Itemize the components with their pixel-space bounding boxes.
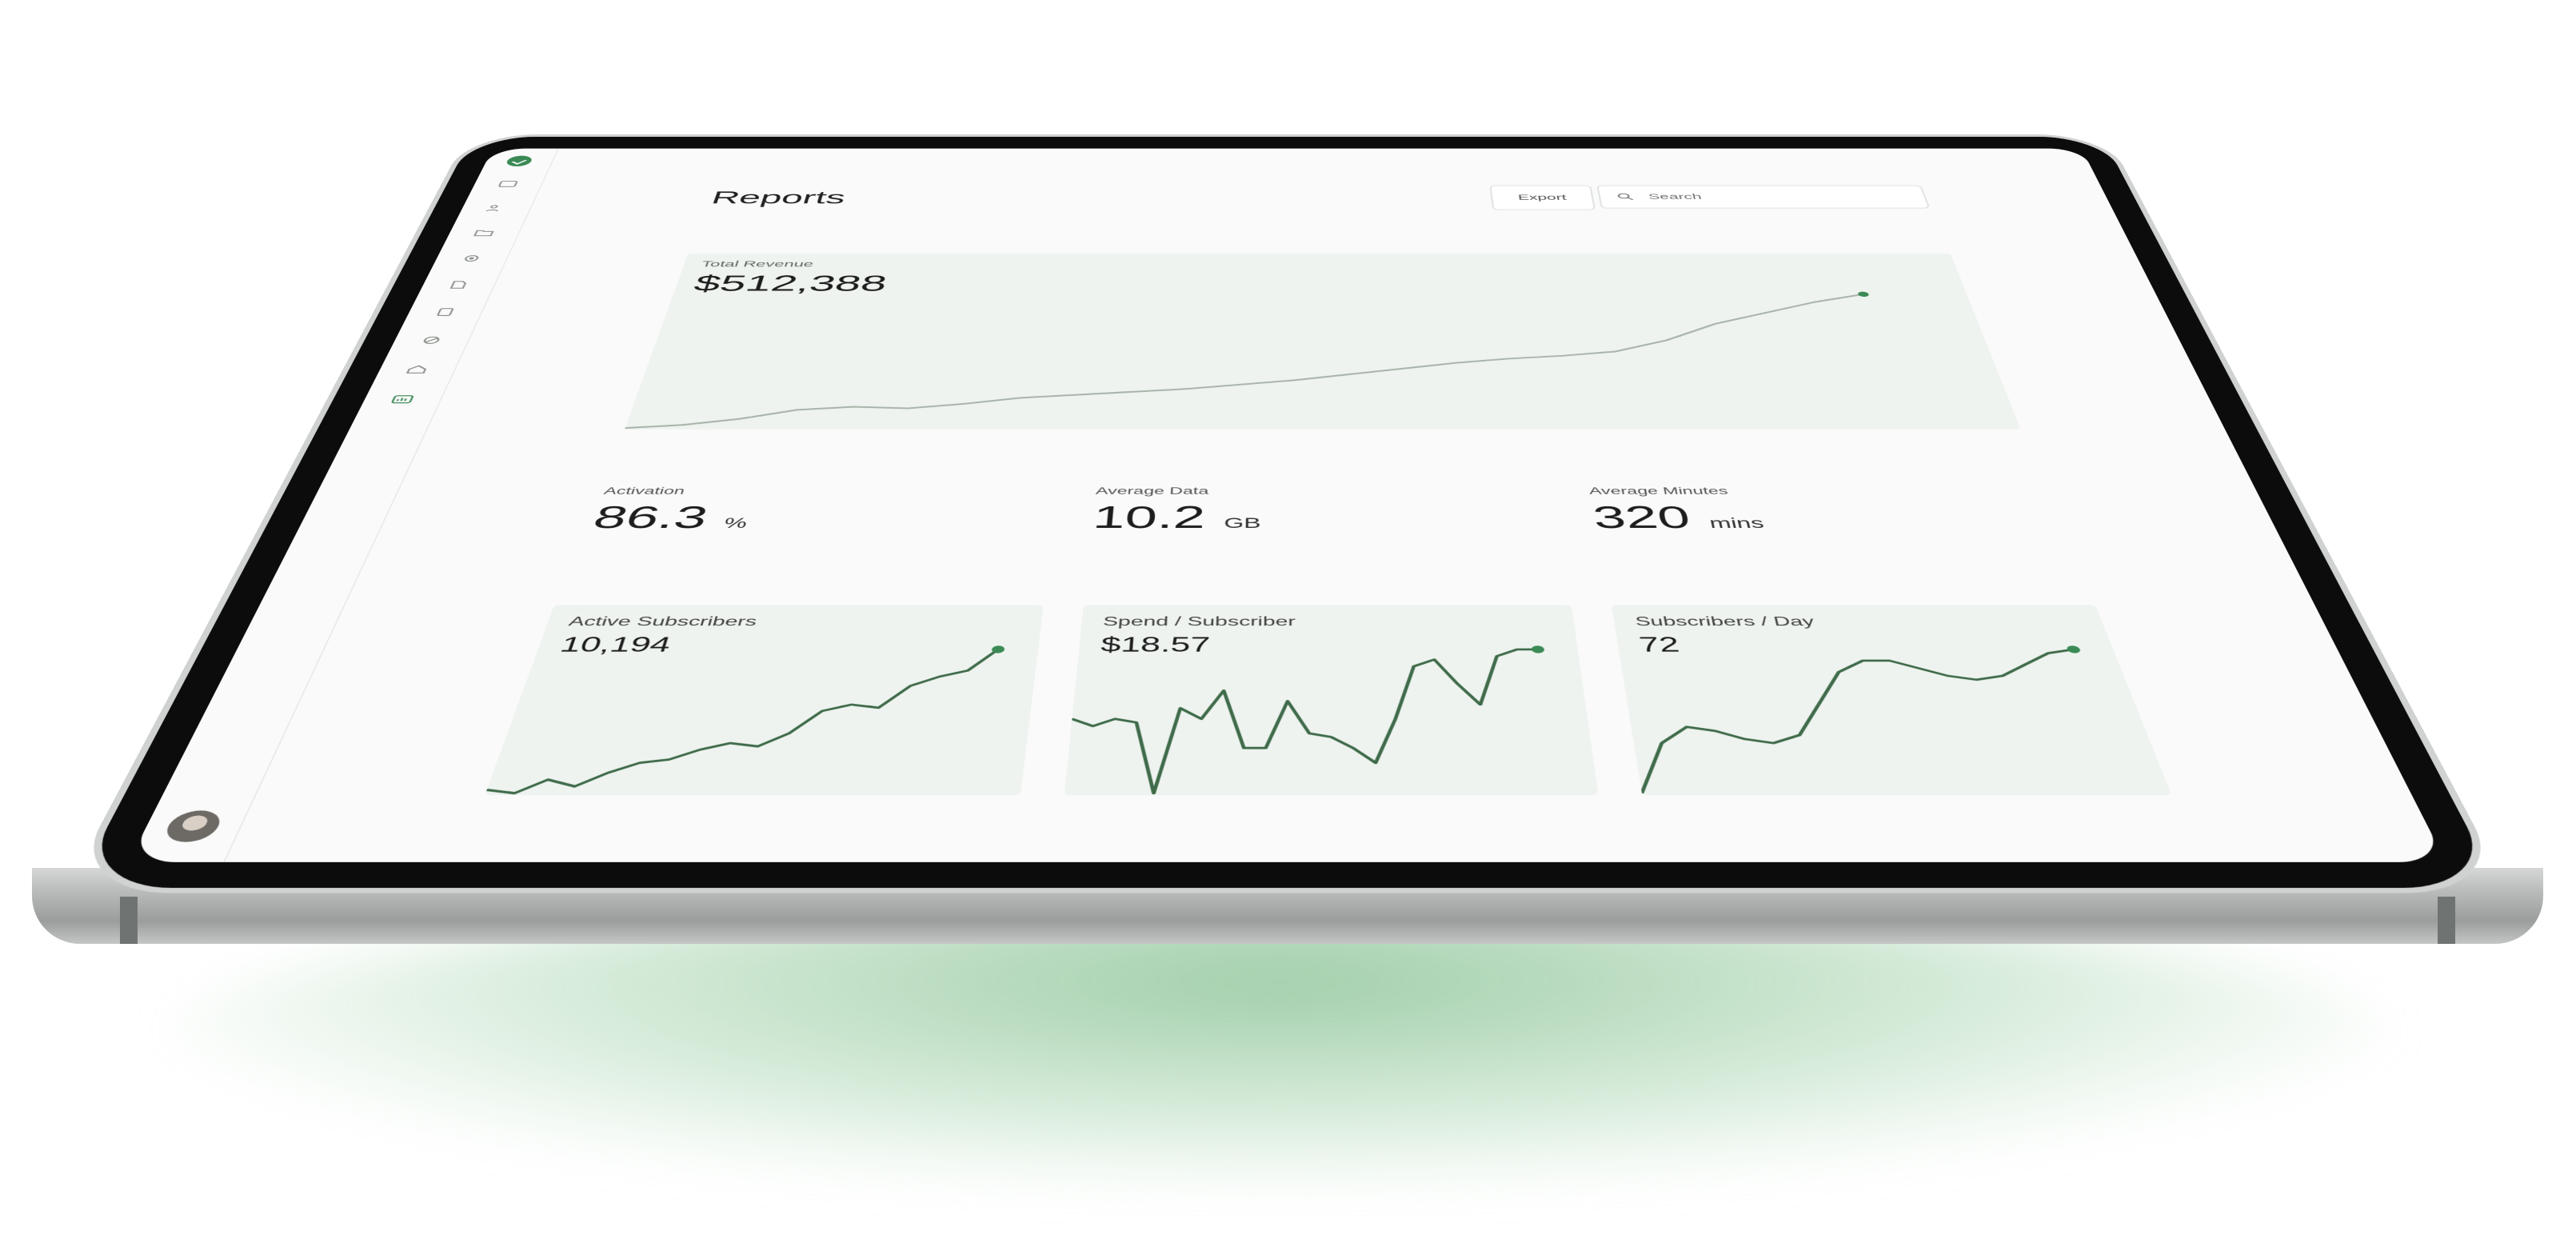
series-line (1064, 649, 1556, 793)
metric-label: Average Minutes (1588, 485, 1729, 497)
total-revenue-card[interactable]: Total Revenue $512,388 (624, 253, 2021, 430)
card-label: Subscribers / Day (1634, 614, 1816, 629)
series-line (1619, 649, 2129, 793)
user-avatar[interactable] (160, 810, 226, 842)
series-line (625, 294, 1909, 428)
antenna-band (2438, 897, 2455, 944)
tablet-screen: Reports Export Total Revenue $512,388 Ac… (128, 148, 2446, 862)
metric-label: Activation (602, 485, 687, 497)
total-revenue-value: $512,388 (690, 270, 890, 296)
metric-unit: % (721, 515, 749, 532)
metric-label: Average Data (1095, 485, 1209, 497)
search-input[interactable] (1646, 192, 1898, 202)
card-value: $18.57 (1100, 633, 1211, 657)
subscribers-per-day-chart (1611, 645, 2171, 795)
check-logo-icon[interactable] (504, 155, 534, 167)
metric-value: 320 (1590, 499, 1694, 535)
metric-value: 86.3 (588, 499, 713, 535)
page-title: Reports (709, 187, 849, 208)
home-icon[interactable] (404, 365, 431, 374)
card-value: 72 (1637, 633, 1682, 657)
last-point-marker (1857, 291, 1870, 298)
device-shadow-glow (160, 896, 2399, 1184)
metric-average-data: Average Data 10.2 GB (1091, 486, 1261, 536)
inbox-icon[interactable] (496, 180, 520, 187)
active-subscribers-card[interactable]: Active Subscribers 10,194 (485, 605, 1044, 796)
tablet-device: Reports Export Total Revenue $512,388 Ac… (75, 136, 2499, 889)
total-revenue-label: Total Revenue (700, 259, 815, 269)
settings-icon[interactable] (459, 254, 484, 262)
metric-unit: mins (1707, 515, 1766, 532)
metric-activation: Activation 86.3% (589, 486, 758, 536)
sidebar (128, 148, 559, 862)
document-icon[interactable] (446, 281, 472, 290)
last-point-marker (2065, 645, 2082, 653)
card-label: Spend / Subscriber (1102, 614, 1296, 629)
metric-unit: GB (1224, 515, 1261, 532)
chart-icon[interactable] (389, 394, 416, 404)
antenna-band (120, 897, 138, 944)
subscribers-per-day-card[interactable]: Subscribers / Day 72 (1611, 605, 2172, 796)
search-box[interactable] (1596, 185, 1931, 209)
series-line (485, 649, 998, 793)
globe-icon[interactable] (418, 336, 445, 345)
card-value: 10,194 (557, 633, 674, 657)
folder-icon[interactable] (472, 229, 497, 237)
spend-per-subscriber-card[interactable]: Spend / Subscriber $18.57 (1064, 605, 1599, 796)
export-button[interactable]: Export (1489, 185, 1596, 210)
card-label: Active Subscribers (566, 614, 759, 629)
metric-average-minutes: Average Minutes 320 mins (1588, 486, 1767, 536)
users-icon[interactable] (484, 204, 508, 212)
metric-value: 10.2 (1091, 499, 1207, 535)
export-label: Export (1517, 193, 1568, 202)
file-icon[interactable] (433, 308, 458, 317)
search-icon (1616, 193, 1635, 201)
last-point-marker (991, 645, 1005, 653)
last-point-marker (1531, 645, 1545, 653)
